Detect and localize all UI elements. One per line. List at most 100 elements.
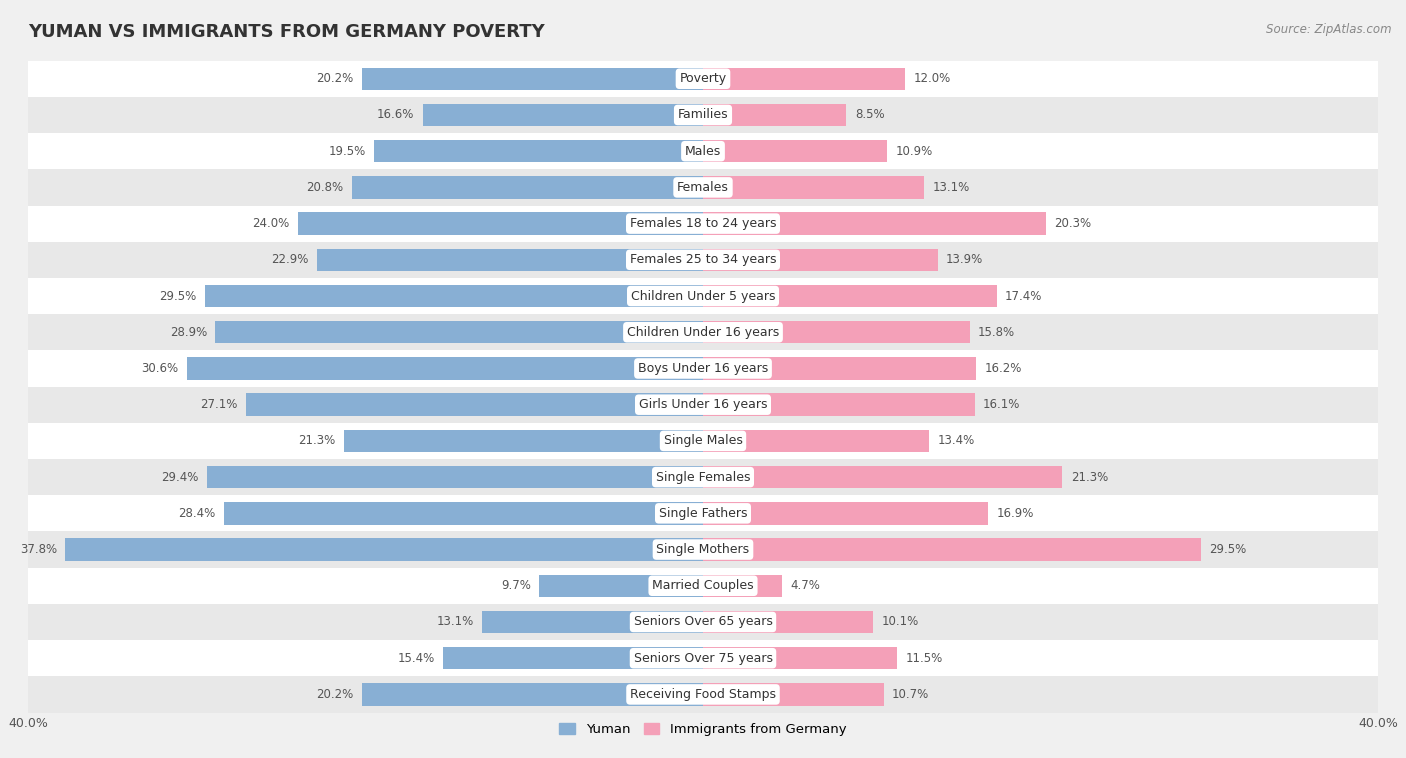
Text: Females: Females bbox=[678, 181, 728, 194]
Text: 8.5%: 8.5% bbox=[855, 108, 884, 121]
Bar bbox=[703, 67, 905, 90]
Text: 10.7%: 10.7% bbox=[891, 688, 929, 701]
Text: 16.2%: 16.2% bbox=[984, 362, 1022, 375]
Text: 21.3%: 21.3% bbox=[1071, 471, 1108, 484]
Text: 20.2%: 20.2% bbox=[316, 72, 354, 85]
Text: 20.3%: 20.3% bbox=[1054, 217, 1091, 230]
Bar bbox=[28, 676, 1378, 713]
Bar bbox=[28, 278, 1378, 314]
Bar bbox=[703, 321, 970, 343]
Bar bbox=[28, 97, 1378, 133]
Text: 13.1%: 13.1% bbox=[436, 615, 474, 628]
Text: 20.2%: 20.2% bbox=[316, 688, 354, 701]
Text: 16.1%: 16.1% bbox=[983, 398, 1021, 411]
Bar bbox=[343, 430, 703, 452]
Bar bbox=[28, 423, 1378, 459]
Bar bbox=[28, 314, 1378, 350]
Text: YUMAN VS IMMIGRANTS FROM GERMANY POVERTY: YUMAN VS IMMIGRANTS FROM GERMANY POVERTY bbox=[28, 23, 546, 41]
Bar bbox=[443, 647, 703, 669]
Bar bbox=[28, 133, 1378, 169]
Bar bbox=[703, 285, 997, 307]
Bar bbox=[28, 61, 1378, 97]
Text: 15.4%: 15.4% bbox=[398, 652, 434, 665]
Bar bbox=[215, 321, 703, 343]
Text: 29.5%: 29.5% bbox=[1209, 543, 1246, 556]
Text: Source: ZipAtlas.com: Source: ZipAtlas.com bbox=[1267, 23, 1392, 36]
Text: 30.6%: 30.6% bbox=[141, 362, 179, 375]
Bar bbox=[316, 249, 703, 271]
Text: 20.8%: 20.8% bbox=[307, 181, 343, 194]
Bar bbox=[28, 205, 1378, 242]
Bar bbox=[246, 393, 703, 416]
Bar bbox=[352, 176, 703, 199]
Text: Single Mothers: Single Mothers bbox=[657, 543, 749, 556]
Text: Seniors Over 65 years: Seniors Over 65 years bbox=[634, 615, 772, 628]
Bar bbox=[540, 575, 703, 597]
Text: Children Under 5 years: Children Under 5 years bbox=[631, 290, 775, 302]
Text: 29.5%: 29.5% bbox=[160, 290, 197, 302]
Bar bbox=[703, 538, 1201, 561]
Text: 13.4%: 13.4% bbox=[938, 434, 974, 447]
Bar bbox=[224, 502, 703, 525]
Bar bbox=[703, 249, 938, 271]
Bar bbox=[703, 502, 988, 525]
Bar bbox=[374, 140, 703, 162]
Bar bbox=[703, 176, 924, 199]
Text: Single Fathers: Single Fathers bbox=[659, 507, 747, 520]
Bar bbox=[703, 140, 887, 162]
Bar bbox=[482, 611, 703, 633]
Bar bbox=[205, 285, 703, 307]
Bar bbox=[28, 495, 1378, 531]
Text: Children Under 16 years: Children Under 16 years bbox=[627, 326, 779, 339]
Bar bbox=[703, 683, 883, 706]
Bar bbox=[28, 604, 1378, 640]
Text: 28.4%: 28.4% bbox=[179, 507, 215, 520]
Bar bbox=[703, 466, 1063, 488]
Bar bbox=[363, 67, 703, 90]
Text: 10.1%: 10.1% bbox=[882, 615, 920, 628]
Text: Girls Under 16 years: Girls Under 16 years bbox=[638, 398, 768, 411]
Text: 16.6%: 16.6% bbox=[377, 108, 415, 121]
Text: Females 25 to 34 years: Females 25 to 34 years bbox=[630, 253, 776, 266]
Text: Receiving Food Stamps: Receiving Food Stamps bbox=[630, 688, 776, 701]
Text: 19.5%: 19.5% bbox=[329, 145, 366, 158]
Bar bbox=[28, 169, 1378, 205]
Text: Boys Under 16 years: Boys Under 16 years bbox=[638, 362, 768, 375]
Text: 22.9%: 22.9% bbox=[271, 253, 308, 266]
Text: Males: Males bbox=[685, 145, 721, 158]
Text: 16.9%: 16.9% bbox=[997, 507, 1033, 520]
Text: 37.8%: 37.8% bbox=[20, 543, 56, 556]
Bar bbox=[423, 104, 703, 126]
Text: 13.1%: 13.1% bbox=[932, 181, 970, 194]
Bar bbox=[28, 640, 1378, 676]
Text: 10.9%: 10.9% bbox=[896, 145, 932, 158]
Bar bbox=[28, 242, 1378, 278]
Bar bbox=[703, 393, 974, 416]
Text: Married Couples: Married Couples bbox=[652, 579, 754, 592]
Text: 28.9%: 28.9% bbox=[170, 326, 207, 339]
Bar bbox=[703, 575, 782, 597]
Bar bbox=[298, 212, 703, 235]
Bar bbox=[28, 387, 1378, 423]
Bar bbox=[28, 568, 1378, 604]
Text: 4.7%: 4.7% bbox=[790, 579, 821, 592]
Text: 21.3%: 21.3% bbox=[298, 434, 335, 447]
Text: 17.4%: 17.4% bbox=[1005, 290, 1042, 302]
Text: 24.0%: 24.0% bbox=[253, 217, 290, 230]
Bar bbox=[28, 350, 1378, 387]
Text: 12.0%: 12.0% bbox=[914, 72, 950, 85]
Bar bbox=[65, 538, 703, 561]
Text: 9.7%: 9.7% bbox=[501, 579, 531, 592]
Bar bbox=[187, 357, 703, 380]
Bar bbox=[703, 104, 846, 126]
Text: 15.8%: 15.8% bbox=[979, 326, 1015, 339]
Bar bbox=[28, 459, 1378, 495]
Legend: Yuman, Immigrants from Germany: Yuman, Immigrants from Germany bbox=[554, 718, 852, 742]
Text: Families: Families bbox=[678, 108, 728, 121]
Text: Seniors Over 75 years: Seniors Over 75 years bbox=[634, 652, 772, 665]
Text: Single Females: Single Females bbox=[655, 471, 751, 484]
Text: 11.5%: 11.5% bbox=[905, 652, 942, 665]
Text: 27.1%: 27.1% bbox=[200, 398, 238, 411]
Bar bbox=[703, 430, 929, 452]
Text: Poverty: Poverty bbox=[679, 72, 727, 85]
